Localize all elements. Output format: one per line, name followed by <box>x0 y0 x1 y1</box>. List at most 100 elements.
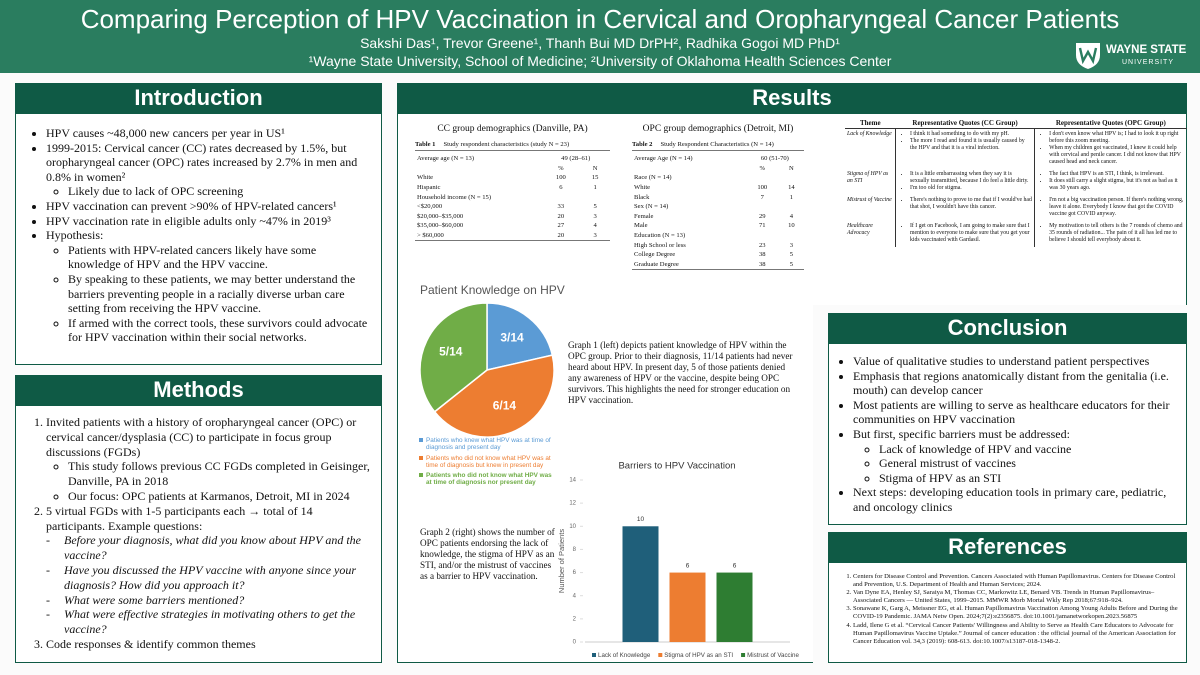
row-label: Sex (N = 14) <box>634 203 669 211</box>
table-row: $20,000–$35,000 20 3 <box>415 212 610 222</box>
list-item: This study follows previous CC FGDs comp… <box>68 459 373 489</box>
list-item: General mistrust of vaccines <box>879 456 1178 471</box>
list: The fact that HPV is an STI, I think, is… <box>1037 171 1185 192</box>
cell: 10 <box>788 222 795 230</box>
row-label: Race (N = 14) <box>634 174 672 182</box>
title: Comparing Perception of HPV Vaccination … <box>80 4 1120 34</box>
legend-entry: Patients who knew what HPV was at time o… <box>419 437 559 452</box>
table: Average Age (N = 14) 60 (51-70)% N Race (N … <box>632 154 804 271</box>
list: Lack of knowledge of HPV and vaccineGene… <box>853 442 1178 486</box>
list-item: Next steps: developing education tools i… <box>853 485 1178 514</box>
row-label: White <box>634 184 651 192</box>
demographics-table: OPC group demographics (Detroit, MI) Tabl… <box>632 124 804 271</box>
list-item: There's nothing to prove to me that if I… <box>910 197 1032 211</box>
graph-text: Graph 1 (left) depicts patient knowledge… <box>568 340 793 405</box>
legend-swatch <box>419 473 423 478</box>
row-label: Graduate Degree <box>634 260 679 268</box>
table-row: Black 7 1 <box>632 192 804 202</box>
list: I don't even know what HPV is; I had to … <box>1037 131 1185 166</box>
quotes-cell: The fact that HPV is an STI, I think, is… <box>1034 169 1187 195</box>
list-item: What were some barriers mentioned? <box>64 593 373 608</box>
list-item: 5 virtual FGDs with 1-5 participants eac… <box>46 504 373 637</box>
legend-label: Patients who knew what HPV was at time o… <box>426 437 551 452</box>
quotes-cell: If I get on Facebook, I am going to make… <box>894 221 1035 247</box>
table-row: College Degree 38 5 <box>632 250 804 260</box>
cell: 100 <box>757 184 768 192</box>
list: Before your diagnosis, what did you know… <box>46 533 373 637</box>
list-item: The fact that HPV is an STI, I think, is… <box>1049 171 1185 178</box>
cell: 60 (51-70) <box>760 155 789 163</box>
list: My motivation to tell others is the 7 ro… <box>1037 223 1185 244</box>
graph-text: Graph 2 (right) shows the number of OPC … <box>420 527 555 581</box>
cell: N <box>789 164 794 172</box>
list-item: When my children got vaccinated, I knew … <box>1049 145 1185 166</box>
cell: 20 <box>557 232 565 240</box>
list-item: HPV vaccination rate in eligible adults … <box>46 214 371 229</box>
row-label: $20,000–$35,000 <box>417 212 464 220</box>
list: Likely due to lack of OPC screening <box>46 184 371 199</box>
list-item: Our focus: OPC patients at Karmanos, Det… <box>68 489 373 504</box>
table-row: Healthcare Advocacy If I get on Facebook,… <box>845 221 1187 247</box>
row-label: White <box>417 174 434 182</box>
table-row: Lack of Knowledge I think it had somethin… <box>845 128 1187 169</box>
table-row: $35,000–$60,000 27 4 <box>415 221 610 231</box>
header: Comparing Perception of HPV Vaccination … <box>0 0 1200 73</box>
table-row: Female 29 4 <box>632 212 804 222</box>
logo-name: WAYNE STATE <box>1106 44 1187 56</box>
quotes-cell: My motivation to tell others is the 7 ro… <box>1034 221 1187 247</box>
cell: 4 <box>789 212 794 220</box>
logo-subname: UNIVERSITY <box>1122 59 1174 66</box>
methods-body: Invited patients with a history of oroph… <box>15 405 382 663</box>
list-item: It does still carry a slight stigma, but… <box>1049 178 1185 192</box>
cell: 38 <box>758 251 766 259</box>
list: I'm not a big vaccination person. If the… <box>1037 197 1185 218</box>
quotes-cell: There's nothing to prove to me that if I… <box>894 195 1035 221</box>
table-row: White 100 15 <box>415 173 610 183</box>
row-label: > $60,000 <box>417 232 444 240</box>
table: Theme Representative Quotes (CC Group) Rep… <box>845 119 1187 247</box>
table-title: OPC group demographics (Detroit, MI) <box>642 124 794 134</box>
table-row: Sex (N = 14) <box>632 202 804 212</box>
cell: 33 <box>557 203 565 211</box>
section-heading: References <box>828 532 1187 562</box>
list-item: Centers for Disease Control and Preventi… <box>853 573 1178 589</box>
cell: 27 <box>557 222 565 230</box>
conclusion-body: Value of qualitative studies to understa… <box>828 343 1187 525</box>
cell: N <box>592 164 598 172</box>
row-label: Black <box>634 193 650 201</box>
list: It is a little embarrassing when they sa… <box>898 171 1032 192</box>
theme: Lack of Knowledge <box>847 131 892 137</box>
section-heading: Results <box>397 83 1187 113</box>
list-item: It is a little embarrassing when they sa… <box>910 171 1032 185</box>
table-row: Hispanic 6 1 <box>415 183 610 193</box>
column-header: Representative Quotes (OPC Group) <box>1034 119 1187 129</box>
cell: 7 <box>760 193 764 201</box>
list-item: The more I read and found it is usually … <box>910 138 1032 152</box>
authors: Sakshi Das¹, Trevor Greene¹, Thanh Bui M… <box>360 35 840 51</box>
list-item: But first, specific barriers must be add… <box>853 427 1178 485</box>
list-item: Ladd, Ilene G et al. “Cervical Cancer Pa… <box>853 622 1178 646</box>
section-heading: Conclusion <box>828 313 1187 343</box>
cell: 49 (28–61) <box>561 155 591 163</box>
cell: 5 <box>789 260 794 268</box>
list-item: What were effective strategies in motiva… <box>64 607 373 637</box>
row-label: College Degree <box>634 251 676 259</box>
list-item: I don't even know what HPV is; I had to … <box>1049 131 1185 145</box>
caption-label: Table 1 <box>415 141 436 148</box>
list-item: If armed with the correct tools, these s… <box>68 316 371 345</box>
item-text: 5 virtual FGDs with 1-5 participants eac… <box>46 503 313 533</box>
quotes-cell: I don't even know what HPV is; I had to … <box>1034 128 1187 169</box>
column-header: Theme <box>845 119 896 129</box>
list-item: Stigma of HPV as an STI <box>879 471 1178 486</box>
caption-label: Table 2 <box>632 141 653 148</box>
list: This study follows previous CC FGDs comp… <box>46 459 373 503</box>
list-item: By speaking to these patients, we may be… <box>68 272 371 316</box>
row-label: Male <box>634 222 648 230</box>
list-item: HPV vaccination can prevent >90% of HPV-… <box>46 199 371 214</box>
table-row: Race (N = 14) <box>632 173 804 183</box>
cell: 1 <box>593 184 597 192</box>
cell: 1 <box>789 193 794 201</box>
list-item: Have you discussed the HPV vaccine with … <box>64 563 373 593</box>
cell: % <box>759 164 766 172</box>
demographics-table: CC group demographics (Danville, PA) Tabl… <box>415 124 610 242</box>
